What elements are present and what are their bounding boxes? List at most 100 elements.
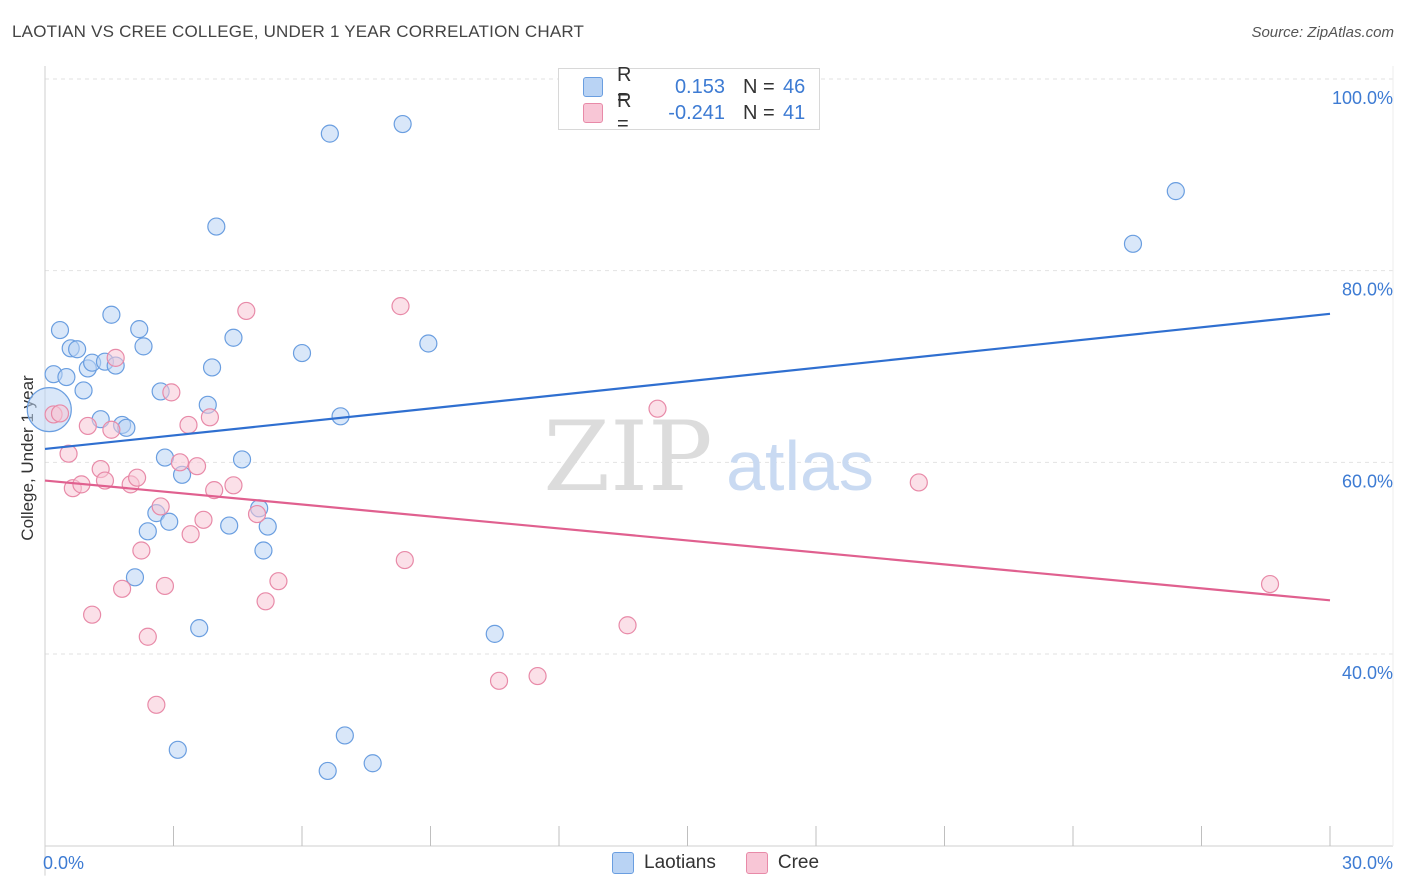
n-value: 41 <box>783 101 806 124</box>
cree-point <box>179 415 198 435</box>
cree-point <box>200 408 220 427</box>
laotians-point <box>254 541 273 560</box>
cree-swatch <box>583 103 603 123</box>
laotians-point <box>117 418 136 437</box>
cree-point <box>237 301 256 321</box>
laotians-point <box>160 512 179 531</box>
laotians-point <box>207 217 226 236</box>
laotians-swatch <box>583 77 603 97</box>
laotians-point <box>335 726 354 745</box>
cree-point <box>489 671 509 690</box>
r-label: R = <box>617 90 632 135</box>
laotians-point <box>363 754 382 773</box>
legend-row-cree: R = -0.241 N = 41 <box>583 90 806 135</box>
laotians-point <box>320 124 339 143</box>
laotians-point <box>485 624 504 643</box>
laotians-point <box>258 517 277 536</box>
laotians-point <box>224 328 243 347</box>
watermark: ZIP atlas <box>543 401 874 513</box>
n-label: N = <box>743 75 775 98</box>
laotians-point <box>50 320 70 340</box>
cree-point <box>162 383 181 402</box>
watermark-zip: ZIP <box>543 401 712 513</box>
cree-point <box>106 348 125 367</box>
laotians-point <box>419 334 438 353</box>
laotians-point <box>102 305 121 324</box>
cree-swatch <box>745 852 768 874</box>
laotians-point <box>220 516 239 535</box>
cree-point <box>528 666 547 686</box>
y-tick-label: 40.0% <box>1342 663 1393 683</box>
cree-point <box>59 444 78 463</box>
cree-point <box>78 416 97 436</box>
chart-title: LAOTIAN VS CREE COLLEGE, UNDER 1 YEAR CO… <box>12 22 585 41</box>
cree-point <box>50 404 70 423</box>
cree-point <box>909 473 928 492</box>
laotians-point <box>74 381 93 400</box>
cree-point <box>132 541 151 560</box>
cree-point <box>127 468 147 487</box>
cree-point <box>147 695 166 714</box>
cree-point <box>224 476 243 495</box>
laotians-point <box>202 358 222 377</box>
gridlines <box>45 78 1395 655</box>
laotians-point <box>125 568 145 587</box>
cree-point <box>618 616 637 635</box>
laotians-point <box>130 320 149 339</box>
laotians-point <box>292 343 312 363</box>
legend-row-laotians: R = 0.153 N = 46 <box>583 64 806 109</box>
laotians-point <box>155 448 175 467</box>
legend-item-laotians: Laotians <box>612 852 716 874</box>
r-value: 0.153 <box>674 75 725 98</box>
legend-label-laotians: Laotians <box>644 852 716 873</box>
cree-point <box>256 592 275 611</box>
y-tick-label: 60.0% <box>1342 471 1393 491</box>
n-value: 46 <box>783 75 806 98</box>
tick-labels: 100.0% 80.0% 60.0% 40.0% 0.0% 30.0% <box>43 88 1393 873</box>
laotians-point <box>138 522 157 541</box>
cree-point <box>181 525 200 544</box>
cree-point <box>83 605 102 624</box>
cree-point <box>155 576 175 596</box>
cree-point <box>205 481 224 500</box>
source-label: Source: ZipAtlas.com <box>1251 24 1394 41</box>
r-label: R = <box>617 64 632 109</box>
legend-label-cree: Cree <box>777 852 820 873</box>
cree-point <box>170 453 190 472</box>
cree-point <box>194 510 213 529</box>
cree-trend-line <box>44 479 1331 602</box>
cree-point <box>102 420 121 439</box>
y-tick-label: 100.0% <box>1332 88 1393 108</box>
r-value: -0.241 <box>668 101 725 124</box>
laotians-point <box>393 114 412 134</box>
laotians-point <box>57 367 76 387</box>
cree-point <box>648 399 667 418</box>
laotians-point <box>68 340 87 359</box>
series-legend: Laotians Cree <box>612 852 849 874</box>
cree-point <box>187 457 207 476</box>
trend-lines <box>44 312 1331 602</box>
laotians-swatch <box>612 852 634 874</box>
x-tick-label: 30.0% <box>1342 853 1393 873</box>
laotians-point <box>190 619 209 638</box>
watermark-atlas: atlas <box>726 427 874 505</box>
cree-point <box>138 627 157 646</box>
laotians-point <box>318 761 337 781</box>
n-label: N = <box>743 101 775 124</box>
data-points <box>26 114 1280 781</box>
cree-point <box>112 579 132 598</box>
laotians-point <box>1123 234 1143 253</box>
laotians-point <box>134 337 153 356</box>
cree-point <box>247 504 267 524</box>
legend-item-cree: Cree <box>745 852 820 874</box>
laotians-point <box>168 740 187 759</box>
axes <box>44 66 1394 876</box>
cree-point <box>151 497 170 516</box>
cree-point <box>391 297 410 316</box>
y-tick-label: 80.0% <box>1342 280 1393 300</box>
correlation-legend: R = 0.153 N = 46 R = -0.241 N = 41 <box>558 64 820 135</box>
cree-point <box>395 550 414 570</box>
cree-point <box>269 572 288 591</box>
laotians-trend-line <box>44 312 1331 451</box>
